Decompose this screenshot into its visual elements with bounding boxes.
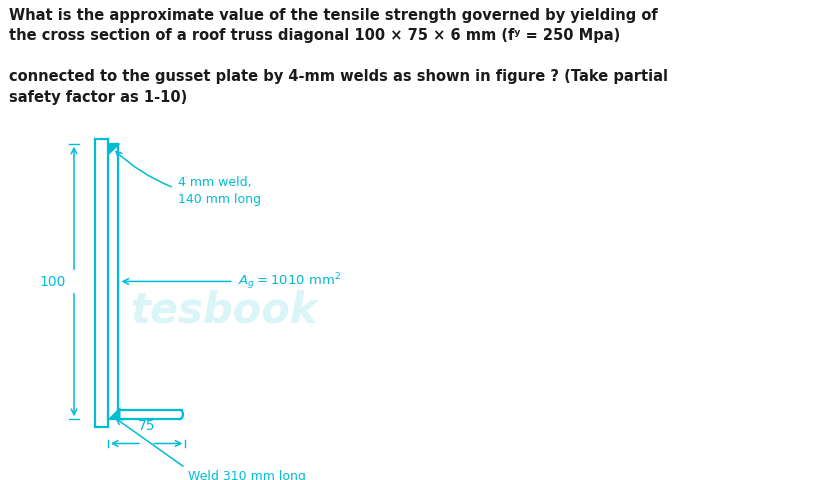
Text: 75: 75 (138, 419, 155, 432)
Text: Weld 310 mm long: Weld 310 mm long (188, 469, 306, 480)
Text: 4 mm weld,
140 mm long: 4 mm weld, 140 mm long (178, 175, 261, 205)
Text: tesbook: tesbook (130, 289, 318, 331)
Text: What is the approximate value of the tensile strength governed by yielding of
th: What is the approximate value of the ten… (9, 8, 667, 104)
Text: 100: 100 (40, 275, 66, 289)
Polygon shape (108, 144, 121, 156)
Polygon shape (108, 407, 121, 419)
Text: $A_g = 1010\ \mathrm{mm}^2$: $A_g = 1010\ \mathrm{mm}^2$ (237, 271, 341, 291)
